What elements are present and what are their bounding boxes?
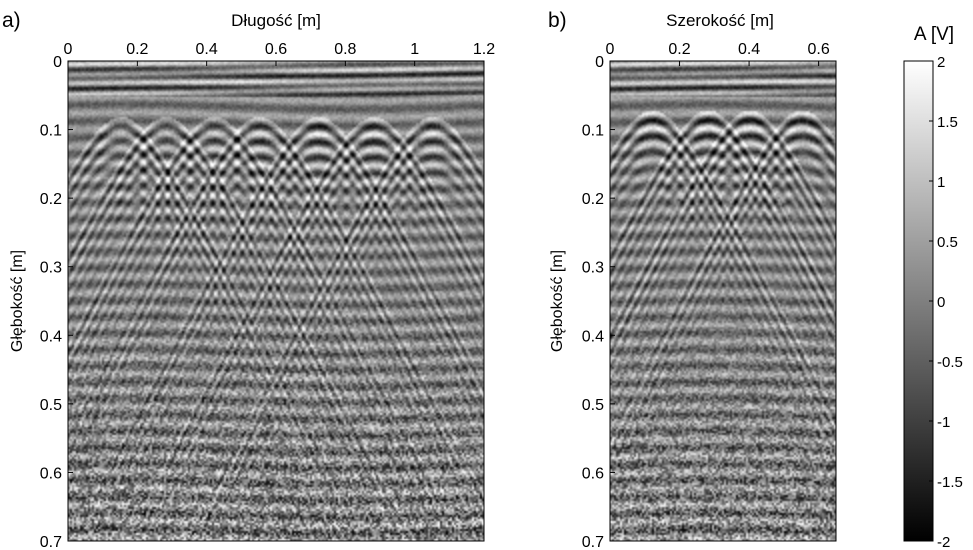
panel-a-image (68, 61, 484, 541)
panel-b-label: b) (548, 9, 567, 32)
y-tick-label: 0.7 (40, 534, 62, 550)
y-tick-label: 0.2 (40, 191, 62, 208)
x-tick-label: 0.4 (738, 41, 760, 58)
y-tick-label: 0.6 (582, 465, 604, 482)
x-tick-label: 1.2 (473, 41, 495, 58)
panel-a: a) Długość [m] Głębokość [m] 0 0.2 0.4 0.6 0… (2, 9, 495, 550)
colorbar-ticks: 2 1.5 1 0.5 0 -0.5 -1 -1.5 -2 (929, 54, 963, 550)
colorbar-gradient (903, 60, 934, 542)
panel-b-x-ticks: 0 0.2 0.4 0.6 (606, 41, 830, 66)
x-tick-label: 0.8 (334, 41, 356, 58)
y-tick-label: 0.2 (582, 191, 604, 208)
x-tick-label: 0.4 (196, 41, 218, 58)
radargram-image (610, 61, 836, 541)
colorbar-tick-label: 2 (937, 54, 945, 71)
colorbar-tick-label: -0.5 (937, 354, 963, 371)
panel-a-label: a) (2, 9, 21, 32)
panel-a-ylabel: Głębokość [m] (9, 250, 26, 352)
colorbar-tick-label: 0.5 (937, 234, 958, 251)
panel-b-y-ticks: 0 0.1 0.2 0.3 0.4 0.5 0.6 0.7 (582, 54, 615, 550)
y-tick-label: 0.6 (40, 465, 62, 482)
colorbar-label: A [V] (914, 24, 954, 45)
panel-a-x-ticks: 0 0.2 0.4 0.6 0.8 1 1.2 (64, 41, 495, 66)
y-tick-label: 0.5 (40, 397, 62, 414)
x-tick-label: 0 (606, 41, 615, 58)
colorbar-tick-label: -2 (937, 534, 950, 550)
y-tick-label: 0.4 (582, 328, 604, 345)
y-tick-label: 0 (53, 54, 62, 71)
colorbar-tick-label: 1.5 (937, 114, 958, 131)
y-tick-label: 0 (595, 54, 604, 71)
colorbar-tick-label: -1 (937, 414, 950, 431)
y-tick-label: 0.3 (582, 260, 604, 277)
x-tick-label: 0.2 (126, 41, 148, 58)
y-tick-label: 0.4 (40, 328, 62, 345)
panel-b: b) Szerokość [m] Głębokość [m] 0 0.2 0.4 0.… (548, 9, 837, 550)
colorbar-tick-label: 1 (937, 174, 945, 191)
panel-b-frame (609, 60, 837, 542)
x-tick-label: 1 (410, 41, 419, 58)
y-tick-label: 0.1 (582, 123, 604, 140)
colorbar: A [V] 2 1.5 1 0.5 0 -0.5 -1 -1.5 -2 (903, 24, 963, 550)
panel-b-ylabel: Głębokość [m] (549, 250, 566, 352)
y-tick-label: 0.1 (40, 123, 62, 140)
x-tick-label: 0 (64, 41, 73, 58)
x-tick-label: 0.2 (668, 41, 690, 58)
colorbar-tick-label: 0 (937, 294, 945, 311)
y-tick-label: 0.7 (582, 534, 604, 550)
x-tick-label: 0.6 (807, 41, 829, 58)
x-tick-label: 0.6 (265, 41, 287, 58)
panel-a-y-ticks: 0 0.1 0.2 0.3 0.4 0.5 0.6 0.7 (40, 54, 73, 550)
y-tick-label: 0.3 (40, 260, 62, 277)
radargram-image (68, 61, 484, 541)
y-tick-label: 0.5 (582, 397, 604, 414)
panel-b-xlabel: Szerokość [m] (666, 11, 774, 30)
panel-b-image (610, 61, 836, 541)
panel-a-xlabel: Długość [m] (231, 11, 321, 30)
colorbar-tick-label: -1.5 (937, 474, 963, 491)
